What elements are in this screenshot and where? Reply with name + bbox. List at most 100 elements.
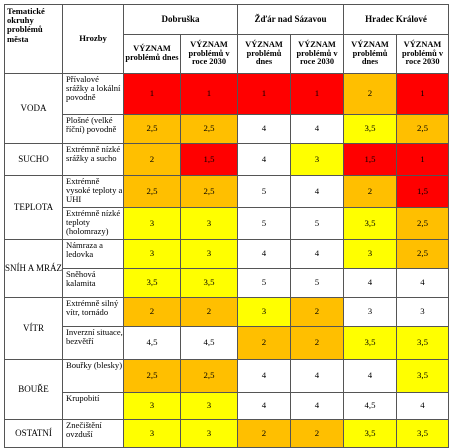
topic-cell: SUCHO	[4, 143, 63, 176]
importance-value-cell: 5	[290, 207, 344, 240]
importance-value-cell: 4	[237, 114, 291, 144]
importance-value-cell: 4	[237, 359, 291, 393]
importance-value-cell: 3,5	[123, 268, 181, 298]
importance-now-header: VÝZNAM problémů dnes	[343, 34, 397, 74]
importance-2030-header: VÝZNAM problémů v roce 2030	[396, 34, 449, 74]
importance-2030-header: VÝZNAM problémů v roce 2030	[290, 34, 344, 74]
importance-value-cell: 4	[396, 392, 449, 420]
importance-value-cell: 2	[123, 297, 181, 327]
topics-header: Tematické okruhy problémů města	[4, 4, 63, 74]
importance-value-cell: 4	[237, 392, 291, 420]
importance-value-cell: 2,5	[180, 359, 238, 393]
importance-value-cell: 3	[180, 207, 238, 240]
importance-value-cell: 4,5	[180, 326, 238, 360]
importance-value-cell: 1	[237, 73, 291, 115]
importance-value-cell: 2	[237, 326, 291, 360]
importance-value-cell: 4	[237, 239, 291, 269]
table-row: Inverzní situace, bezvětří 4,5 4,5 2 2 3,5 3,5	[5, 326, 449, 360]
importance-value-cell: 2,5	[123, 359, 181, 393]
importance-value-cell: 2	[290, 419, 344, 448]
table-row: OSTATNÍ Znečištění ovzduší 3 3 2 2 3,5 3,5	[4, 419, 449, 448]
header-row-cities: Tematické okruhy problémů města Hrozby D…	[4, 4, 449, 74]
importance-value-cell: 3	[180, 419, 238, 448]
topic-cell: OSTATNÍ	[4, 419, 63, 448]
threat-cell: Sněhová kalamita	[62, 268, 124, 298]
threat-cell: Znečištění ovzduší	[62, 419, 124, 448]
importance-value-cell: 5	[237, 268, 291, 298]
table-row: BOUŘE Bouřky (blesky) 2,5 2,5 4 4 4 3,5	[4, 359, 449, 420]
importance-value-cell: 3	[123, 239, 181, 269]
threat-cell: Bouřky (blesky)	[62, 359, 124, 393]
importance-value-cell: 3,5	[343, 114, 397, 144]
importance-value-cell: 3	[343, 297, 397, 327]
topic-cell: TEPLOTA	[4, 175, 63, 240]
threat-cell: Námraza a ledovka	[62, 239, 124, 269]
threats-header: Hrozby	[62, 4, 124, 74]
importance-value-cell: 3	[396, 297, 449, 327]
importance-value-cell: 3	[343, 239, 397, 269]
importance-value-cell: 1	[396, 143, 449, 176]
importance-value-cell: 1	[290, 73, 344, 115]
importance-value-cell: 3,5	[396, 359, 449, 393]
threat-cell: Extrémně nízké srážky a sucho	[62, 143, 124, 176]
importance-value-cell: 4	[290, 114, 344, 144]
threat-cell: Plošné (velké říční) povodně	[62, 114, 124, 144]
importance-value-cell: 1	[396, 73, 449, 115]
importance-value-cell: 2,5	[396, 114, 449, 144]
importance-value-cell: 1,5	[180, 143, 238, 176]
importance-value-cell: 2,5	[396, 207, 449, 240]
table-row: Extrémně nízké teploty (holomrazy) 3 3 5 5 3,…	[5, 207, 449, 240]
importance-value-cell: 5	[290, 268, 344, 298]
importance-value-cell: 2,5	[123, 114, 181, 144]
table-row: Krupobití 3 3 4 4 4,5 4	[5, 392, 449, 420]
table-row: VÍTR Extrémně silný vítr, tornádo 2 2 3 2 3 3	[4, 297, 449, 360]
table-row: Plošné (velké říční) povodně 2,5 2,5 4 4 3,5 2…	[5, 114, 449, 144]
importance-value-cell: 4	[237, 143, 291, 176]
table-row: VODA Přívalové srážky a lokální povodně 1 1…	[4, 73, 449, 144]
importance-value-cell: 4	[396, 268, 449, 298]
importance-value-cell: 3,5	[343, 419, 397, 448]
threat-cell: Extrémně silný vítr, tornádo	[62, 297, 124, 327]
importance-value-cell: 4	[343, 268, 397, 298]
importance-value-cell: 3	[180, 392, 238, 420]
importance-value-cell: 2	[290, 326, 344, 360]
city-header-dobruska: Dobruška	[123, 4, 238, 35]
table-row: SNÍH A MRÁZ Námraza a ledovka 3 3 4 4 3 2,5	[4, 239, 449, 298]
header-row-importance: VÝZNAM problémů dnes VÝZNAM problémů v r…	[5, 34, 449, 74]
topic-cell: BOUŘE	[4, 359, 63, 420]
city-header-zdar: Žďár nad Sázavou	[237, 4, 344, 35]
importance-value-cell: 2	[180, 297, 238, 327]
topic-cell: SNÍH A MRÁZ	[4, 239, 63, 298]
importance-2030-header: VÝZNAM problémů v roce 2030	[180, 34, 238, 74]
importance-value-cell: 2	[123, 143, 181, 176]
importance-value-cell: 3	[123, 392, 181, 420]
importance-value-cell: 5	[237, 175, 291, 208]
importance-value-cell: 2,5	[180, 114, 238, 144]
importance-value-cell: 3,5	[396, 326, 449, 360]
importance-value-cell: 3,5	[343, 207, 397, 240]
topic-cell: VÍTR	[4, 297, 63, 360]
table-row: SUCHO Extrémně nízké srážky a sucho 2 1,5 4 3…	[4, 143, 449, 176]
importance-value-cell: 4	[290, 239, 344, 269]
importance-value-cell: 1	[123, 73, 181, 115]
importance-value-cell: 4	[290, 392, 344, 420]
importance-value-cell: 3,5	[396, 419, 449, 448]
importance-value-cell: 2	[237, 419, 291, 448]
importance-value-cell: 2	[290, 297, 344, 327]
importance-value-cell: 4	[343, 359, 397, 393]
importance-value-cell: 4,5	[123, 326, 181, 360]
importance-now-header: VÝZNAM problémů dnes	[123, 34, 181, 74]
topic-cell: VODA	[4, 73, 63, 144]
threat-cell: Inverzní situace, bezvětří	[62, 326, 124, 360]
risk-matrix-table: Tematické okruhy problémů města Hrozby D…	[4, 4, 449, 448]
city-header-hradec: Hradec Králové	[343, 4, 449, 35]
importance-value-cell: 1	[180, 73, 238, 115]
importance-value-cell: 1,5	[396, 175, 449, 208]
importance-value-cell: 3	[237, 297, 291, 327]
importance-value-cell: 5	[237, 207, 291, 240]
importance-value-cell: 3	[123, 419, 181, 448]
importance-value-cell: 3,5	[343, 326, 397, 360]
table-row: TEPLOTA Extrémně vysoké teploty a UHI 2,5 2…	[4, 175, 449, 240]
importance-value-cell: 3	[290, 143, 344, 176]
